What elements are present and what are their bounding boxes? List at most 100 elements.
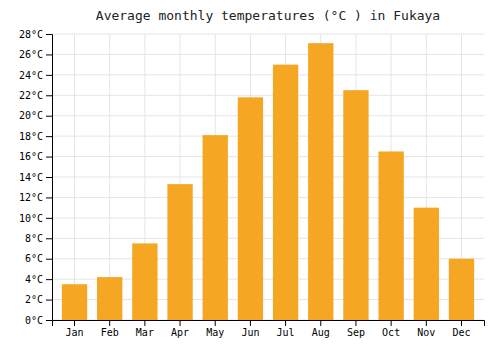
tick-label: 12°C (19, 192, 43, 203)
y-axis: 0°C 2°C 4°C 6°C 8°C 10°C 12°C 14°C 16°C 18°C 20°C 2… (19, 29, 53, 326)
tick-mark (46, 218, 52, 219)
grid-line (52, 95, 484, 96)
tick-label: Oct (382, 327, 400, 338)
tick-mark (46, 238, 52, 239)
tick-mark (74, 320, 75, 326)
tick-mark (46, 95, 52, 96)
tick-label: 26°C (19, 49, 43, 60)
tick-mark (46, 116, 52, 117)
tick: 6°C (25, 253, 52, 264)
tick-mark (46, 197, 52, 198)
grid-line (52, 136, 484, 137)
tick: 4°C (25, 274, 52, 285)
tick-mark (180, 320, 181, 326)
x-axis: Jan Feb Mar Apr May Jun Jul Aug Sep Oct Nov Dec (53, 320, 485, 338)
axis-line (46, 35, 53, 321)
tick-label: Aug (312, 327, 330, 338)
tick: Oct (382, 320, 400, 338)
tick-label: Apr (171, 327, 189, 338)
tick-label: 2°C (25, 294, 43, 305)
tick-label: 16°C (19, 151, 43, 162)
bar (414, 208, 439, 320)
tick-mark (285, 320, 286, 326)
tick: May (206, 320, 224, 338)
grid-line (52, 177, 484, 178)
tick-mark (355, 320, 356, 326)
bar (132, 243, 157, 320)
bar (273, 65, 298, 320)
tick-label: 0°C (25, 315, 43, 326)
tick: 26°C (19, 49, 52, 60)
tick-label: Feb (101, 327, 119, 338)
tick-label: Jun (241, 327, 259, 338)
tick-mark (46, 300, 52, 301)
bar (97, 277, 122, 320)
tick-mark (46, 157, 52, 158)
tick: Apr (171, 320, 189, 338)
tick: Sep (347, 320, 365, 338)
tick-mark (46, 54, 52, 55)
tick-mark (391, 320, 392, 326)
bar (378, 151, 403, 320)
tick-mark (46, 75, 52, 76)
chart: 0°C 2°C 4°C 6°C 8°C 10°C 12°C 14°C 16°C 18°C 20°C 2… (0, 0, 500, 350)
grid-line (52, 74, 484, 75)
tick: 16°C (19, 151, 52, 162)
tick: 24°C (19, 70, 52, 81)
tick-mark (215, 320, 216, 326)
grid-line (52, 156, 484, 157)
bar (343, 90, 368, 320)
tick-label: 18°C (19, 131, 43, 142)
tick-mark (320, 320, 321, 326)
tick-label: 20°C (19, 110, 43, 121)
tick: 20°C (19, 110, 52, 121)
axis-line (53, 321, 485, 327)
tick: Feb (101, 320, 119, 338)
tick: Aug (312, 320, 330, 338)
tick: 14°C (19, 172, 52, 183)
bar (308, 43, 333, 320)
grid-line (52, 54, 484, 55)
tick: 8°C (25, 233, 52, 244)
tick-label: Nov (417, 327, 435, 338)
bar (449, 259, 474, 320)
grid-line (74, 34, 75, 320)
tick: Nov (417, 320, 435, 338)
tick: 22°C (19, 90, 52, 101)
tick: 0°C (25, 315, 52, 326)
tick-label: 10°C (19, 213, 43, 224)
tick-mark (46, 177, 52, 178)
tick-label: May (206, 327, 224, 338)
tick-label: 8°C (25, 233, 43, 244)
tick: 2°C (25, 294, 52, 305)
grid-line (52, 115, 484, 116)
title: Average monthly temperatures (°C ) in Fu… (96, 8, 440, 23)
bar (62, 284, 87, 320)
tick-label: 6°C (25, 253, 43, 264)
tick-label: 28°C (19, 29, 43, 40)
tick: 28°C (19, 29, 52, 40)
tick-label: Jan (65, 327, 83, 338)
tick-mark (250, 320, 251, 326)
tick-label: Dec (452, 327, 470, 338)
tick: Jan (65, 320, 83, 338)
tick: 10°C (19, 213, 52, 224)
tick-mark (46, 136, 52, 137)
tick-label: 14°C (19, 172, 43, 183)
tick-label: Mar (136, 327, 154, 338)
tick: Jun (241, 320, 259, 338)
tick-mark (46, 34, 52, 35)
tick: 12°C (19, 192, 52, 203)
bar (238, 97, 263, 320)
grid-line (52, 197, 484, 198)
tick-label: Sep (347, 327, 365, 338)
tick: Dec (452, 320, 470, 338)
bar (167, 184, 192, 320)
bars (62, 43, 474, 320)
tick-label: 4°C (25, 274, 43, 285)
tick-mark (46, 259, 52, 260)
tick: Jul (277, 320, 295, 338)
plot: 0°C 2°C 4°C 6°C 8°C 10°C 12°C 14°C 16°C 18°C 20°C 2… (19, 29, 485, 338)
tick-mark (46, 320, 52, 321)
tick-label: Jul (277, 327, 295, 338)
